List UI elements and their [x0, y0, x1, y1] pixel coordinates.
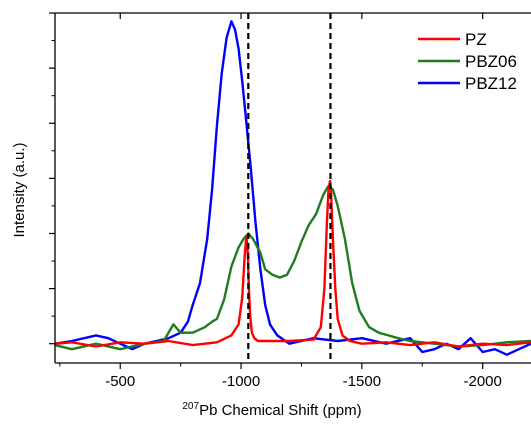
legend-label-pbz12: PBZ12	[465, 74, 517, 93]
series-line-pbz12	[55, 20, 531, 356]
x-tick-label: -1000	[222, 373, 260, 390]
x-tick-label: -2000	[463, 373, 501, 390]
series-line-pz	[55, 179, 531, 348]
x-axis-label: 207Pb Chemical Shift (ppm)	[182, 401, 361, 419]
x-axis-label-superscript: 207	[182, 401, 199, 412]
legend-label-pbz06: PBZ06	[465, 52, 517, 71]
series-line-pbz06	[55, 185, 531, 351]
x-tick-label: -500	[105, 373, 135, 390]
y-axis-label: Intensity (a.u.)	[11, 142, 28, 237]
legend-label-pz: PZ	[465, 30, 487, 49]
legend: PZ PBZ06 PBZ12	[418, 30, 517, 93]
x-axis-label-text: Pb Chemical Shift (ppm)	[199, 402, 362, 419]
x-tick-label: -1500	[343, 373, 381, 390]
